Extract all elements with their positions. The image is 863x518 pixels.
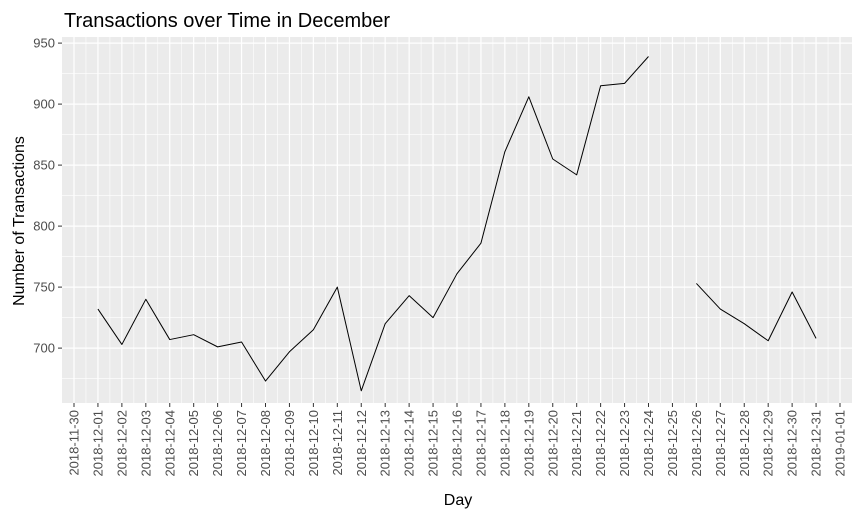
x-tick-label: 2018-12-30 [785, 410, 800, 477]
y-tick-label: 750 [33, 280, 55, 295]
x-tick-label: 2018-12-09 [282, 410, 297, 477]
x-tick-label: 2018-12-15 [426, 410, 441, 477]
x-tick-label: 2018-12-23 [617, 410, 632, 477]
x-tick-label: 2018-12-13 [378, 410, 393, 477]
x-tick-label: 2018-12-06 [210, 410, 225, 477]
x-tick-label: 2018-12-12 [354, 410, 369, 477]
x-tick-label: 2018-12-03 [138, 410, 153, 477]
x-axis: 2018-11-30 2018-12-01 2018-12-02 2018-12-03… [67, 403, 848, 477]
x-tick-label: 2018-12-26 [689, 410, 704, 477]
x-tick-label: 2018-12-04 [162, 410, 177, 477]
x-tick-label: 2018-12-08 [258, 410, 273, 477]
x-tick-label: 2018-12-11 [330, 410, 345, 476]
series-line-segment [696, 283, 817, 342]
x-tick-label: 2018-12-05 [186, 410, 201, 477]
x-tick-label: 2018-12-18 [497, 410, 512, 477]
y-tick-label: 700 [33, 341, 55, 356]
y-axis: 700 750 800 850 900 950 [33, 36, 62, 356]
x-tick-label: 2018-12-16 [450, 410, 465, 477]
x-tick-label: 2018-12-10 [306, 410, 321, 477]
x-tick-label: 2018-12-28 [737, 410, 752, 477]
x-tick-label: 2019-01-01 [833, 410, 848, 477]
x-tick-label: 2018-12-07 [234, 410, 249, 477]
x-tick-label: 2018-12-17 [473, 410, 488, 477]
x-tick-label: 2018-12-27 [713, 410, 728, 477]
y-tick-label: 950 [33, 36, 55, 51]
x-tick-label: 2018-12-14 [402, 410, 417, 477]
y-tick-label: 900 [33, 97, 55, 112]
x-tick-label: 2018-12-25 [665, 410, 680, 477]
x-tick-label: 2018-12-22 [593, 410, 608, 477]
x-tick-label: 2018-12-19 [521, 410, 536, 477]
chart-title: Transactions over Time in December [64, 10, 390, 32]
y-tick-label: 800 [33, 219, 55, 234]
x-tick-label: 2018-11-30 [67, 410, 82, 476]
x-tick-label: 2018-12-21 [569, 410, 584, 477]
y-axis-title: Number of Transactions [11, 136, 28, 306]
x-tick-label: 2018-12-02 [114, 410, 129, 477]
series-line-segment [97, 56, 649, 392]
major-gridlines [62, 37, 852, 403]
x-tick-label: 2018-12-24 [641, 410, 656, 477]
y-tick-label: 850 [33, 158, 55, 173]
x-axis-title: Day [444, 492, 472, 509]
series-layer [97, 56, 817, 392]
x-tick-label: 2018-12-31 [809, 410, 824, 477]
x-tick-label: 2018-12-29 [761, 410, 776, 477]
x-tick-label: 2018-12-20 [545, 410, 560, 477]
x-tick-label: 2018-12-01 [90, 410, 105, 477]
